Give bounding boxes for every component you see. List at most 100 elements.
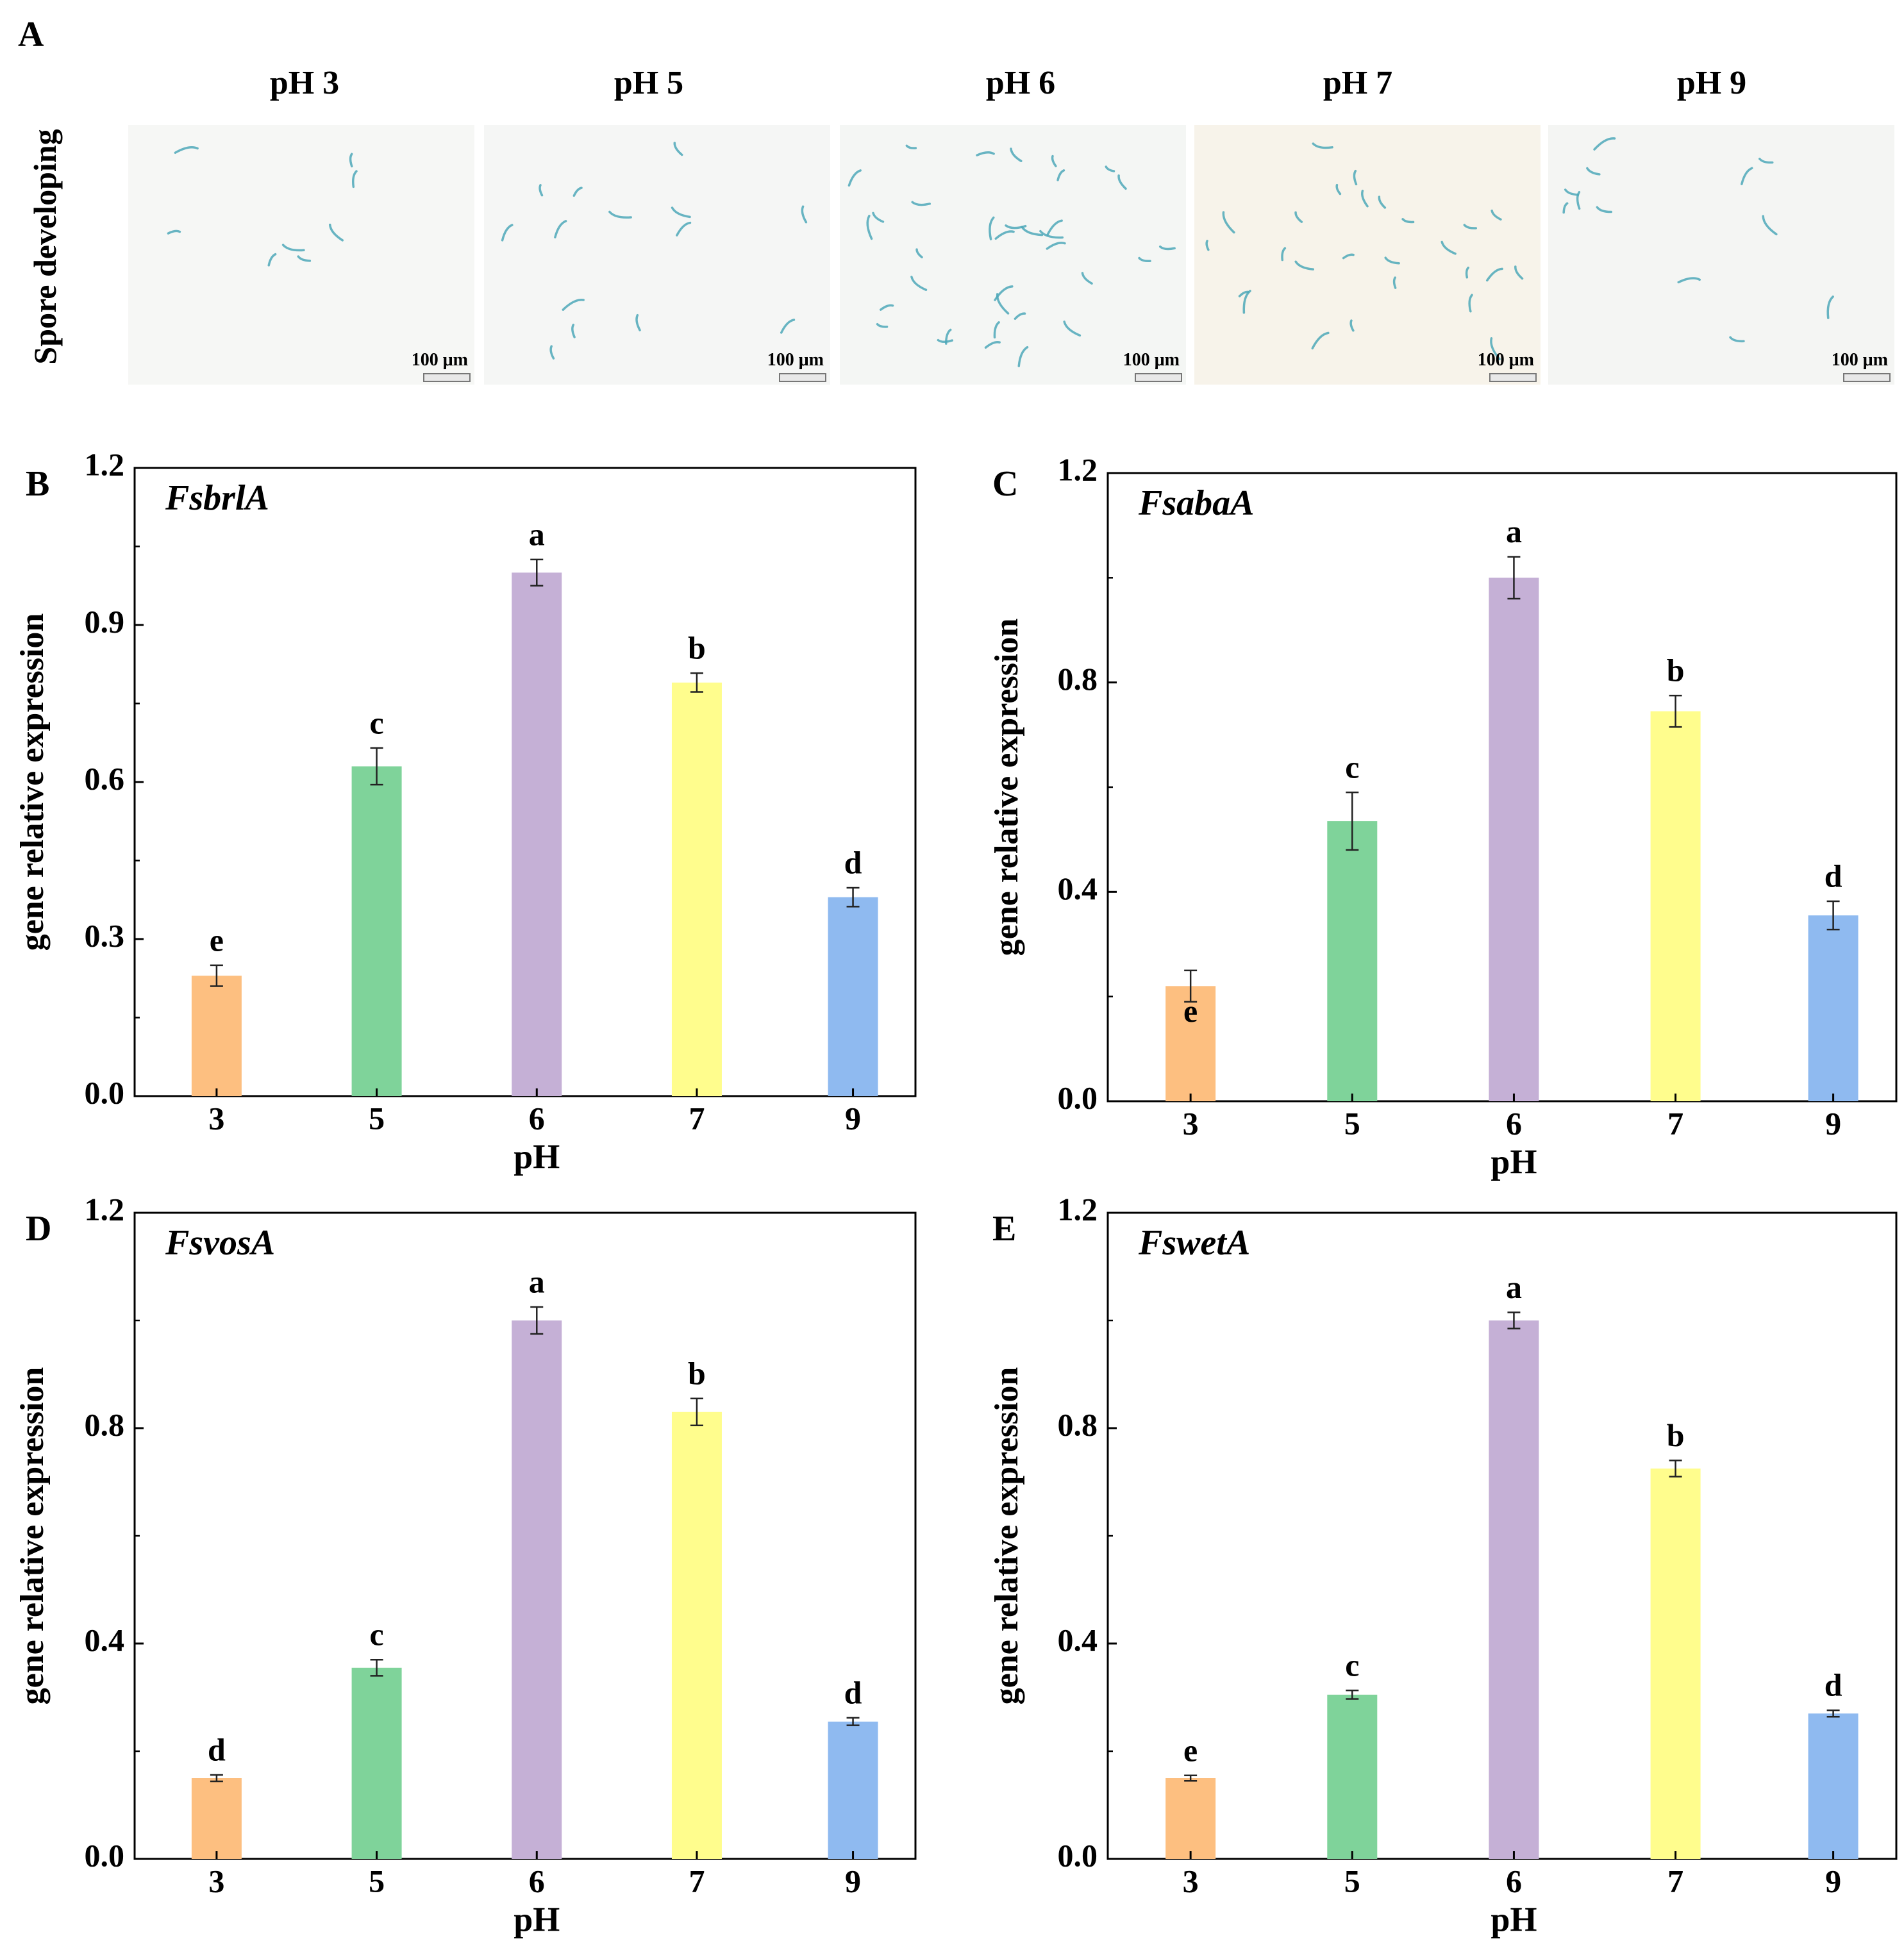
chart-b-significance-letter: a <box>529 516 545 552</box>
spore <box>1384 256 1400 265</box>
chart-b-title: FsbrlA <box>165 478 269 518</box>
chart-d-panel-letter: D <box>26 1209 51 1249</box>
spore <box>1138 256 1151 263</box>
spore <box>174 146 199 154</box>
chart-e-xtick-label: 6 <box>1506 1863 1522 1899</box>
spore <box>1294 260 1315 271</box>
spore <box>501 224 514 242</box>
chart-e-bar <box>1165 1778 1216 1859</box>
spore <box>1051 154 1057 167</box>
spore <box>801 205 808 224</box>
chart-c-significance-letter: d <box>1825 858 1842 894</box>
chart-c-xtick-label: 5 <box>1344 1105 1360 1141</box>
spore <box>571 324 576 338</box>
spore <box>984 341 1001 349</box>
spore <box>281 244 305 252</box>
spore <box>349 153 353 168</box>
spore <box>549 345 555 360</box>
chart-b-significance-letter: b <box>688 630 706 666</box>
spore <box>351 170 358 188</box>
spore <box>1491 209 1502 221</box>
spore <box>876 323 889 328</box>
spore <box>993 321 1000 339</box>
micrograph-ph9: 100 μm <box>1548 125 1894 385</box>
spore <box>1741 167 1753 185</box>
chart-d-bar <box>512 1320 562 1859</box>
spore <box>905 144 917 149</box>
spore <box>676 221 692 237</box>
scale-bar <box>1843 373 1891 382</box>
chart-d-significance-letter: b <box>688 1355 706 1391</box>
chart-b-ytick-label: 0.9 <box>85 603 125 639</box>
chart-e-significance-letter: a <box>1506 1269 1522 1305</box>
chart-b-bar <box>828 897 878 1096</box>
chart-c-panel-letter: C <box>992 464 1018 504</box>
chart-e-ytick-label: 0.8 <box>1058 1406 1098 1442</box>
spore <box>780 319 796 334</box>
chart-b-ylabel: gene relative expression <box>14 613 51 951</box>
spore <box>1729 336 1745 343</box>
spore <box>872 212 885 223</box>
chart-e-xtick-label: 7 <box>1667 1863 1683 1899</box>
chart-e-xtick-label: 3 <box>1183 1863 1199 1899</box>
spore <box>562 299 585 311</box>
spore <box>572 187 583 197</box>
spore <box>673 142 683 156</box>
chart-b-panel-letter: B <box>26 464 49 504</box>
scale-bar <box>1135 373 1182 382</box>
chart-d-significance-letter: d <box>208 1731 226 1767</box>
chart-e-ytick-label: 1.2 <box>1058 1191 1098 1227</box>
chart-d-xtick-label: 9 <box>845 1863 861 1899</box>
chart-c-bar <box>1489 578 1539 1101</box>
chart-c-significance-letter: c <box>1345 749 1359 785</box>
chart-e-bar <box>1650 1469 1701 1859</box>
chart-e-bar <box>1489 1320 1539 1859</box>
chart-d-xtick-label: 6 <box>529 1863 545 1899</box>
spore <box>1312 142 1333 149</box>
chart-c-ytick-label: 1.2 <box>1058 451 1098 487</box>
chart-e-bar <box>1327 1694 1378 1859</box>
chart-d-xtick-label: 5 <box>369 1863 385 1899</box>
spore <box>994 285 1014 301</box>
spore <box>1281 247 1287 262</box>
spore <box>1677 277 1701 284</box>
spore <box>976 151 995 156</box>
spore <box>944 328 952 345</box>
spore <box>328 223 344 242</box>
spore <box>1205 240 1210 251</box>
chart-d-bar <box>828 1721 878 1859</box>
spore <box>1159 246 1176 251</box>
spore <box>1342 253 1355 260</box>
chart-c-bar <box>1808 915 1858 1101</box>
chart-d-xtick-label: 7 <box>689 1863 705 1899</box>
spore <box>297 255 312 262</box>
spore <box>1353 169 1358 186</box>
spore <box>1465 266 1469 279</box>
spore <box>1017 345 1029 367</box>
chart-d-xtick-label: 3 <box>208 1863 224 1899</box>
micrograph-ph5: 100 μm <box>484 125 830 385</box>
chart-d-ytick-label: 0.4 <box>85 1622 125 1658</box>
spore <box>1463 224 1478 229</box>
chart-d-ytick-label: 0.8 <box>85 1406 125 1442</box>
chart-c-xtick-label: 6 <box>1506 1105 1522 1141</box>
chart-c-ytick-label: 0.0 <box>1058 1079 1098 1115</box>
chart-c-ytick-label: 0.4 <box>1058 870 1098 906</box>
micrograph-title-ph5: pH 5 <box>614 65 684 101</box>
spore <box>1441 240 1457 255</box>
spore-field <box>501 142 808 360</box>
spore <box>1762 215 1778 236</box>
chart-e-xtick-label: 9 <box>1825 1863 1841 1899</box>
spore <box>1311 331 1330 350</box>
spore <box>1586 167 1601 176</box>
micrograph-title-ph6: pH 6 <box>985 65 1056 101</box>
spore <box>880 304 894 311</box>
chart-c-bar <box>1165 986 1216 1101</box>
spore <box>1401 218 1415 224</box>
spore <box>1758 158 1774 164</box>
spore <box>1046 219 1063 236</box>
micrograph-title-ph3: pH 3 <box>269 65 340 101</box>
chart-c-bar <box>1327 821 1378 1101</box>
scale-bar <box>423 373 471 382</box>
